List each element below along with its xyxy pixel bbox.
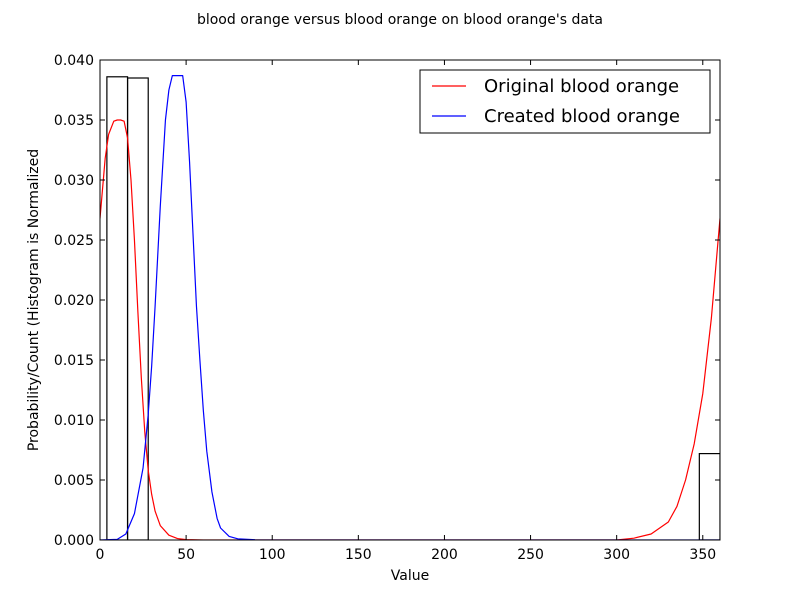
y-tick-label: 0.020 bbox=[54, 293, 94, 309]
y-tick-label: 0.015 bbox=[54, 353, 94, 369]
legend-box bbox=[419, 69, 711, 134]
histogram-bar bbox=[698, 453, 720, 540]
x-tick-label: 300 bbox=[603, 547, 630, 563]
chart-title: blood orange versus blood orange on bloo… bbox=[197, 12, 603, 28]
y-tick-label: 0.005 bbox=[54, 473, 94, 489]
x-tick-label: 200 bbox=[431, 547, 458, 563]
y-tick-label: 0.035 bbox=[54, 113, 94, 129]
y-tick-label: 0.040 bbox=[54, 53, 94, 69]
x-tick-label: 150 bbox=[345, 547, 372, 563]
series-line-created bbox=[100, 74, 720, 540]
y-tick-label: 0.010 bbox=[54, 413, 94, 429]
x-tick-label: 100 bbox=[259, 547, 286, 563]
y-tick-label: 0.000 bbox=[54, 533, 94, 549]
x-axis-label: Value bbox=[391, 568, 429, 584]
plot-area bbox=[100, 74, 720, 540]
y-axis-label: Probability/Count (Histogram is Normaliz… bbox=[26, 149, 42, 451]
series-line-original bbox=[100, 119, 720, 540]
x-tick-label: 350 bbox=[689, 547, 716, 563]
y-tick-label: 0.030 bbox=[54, 173, 94, 189]
histogram-bar bbox=[126, 77, 149, 540]
legend-label-created: Created blood orange bbox=[484, 106, 680, 127]
histogram-bar bbox=[106, 76, 129, 540]
x-tick-label: 50 bbox=[177, 547, 195, 563]
legend: Original blood orange Created blood oran… bbox=[419, 69, 711, 134]
y-tick-label: 0.025 bbox=[54, 233, 94, 249]
axis-ticks: 0 50 100 150 200 250 300 350 0.000 0.005 0.010 0.01… bbox=[54, 53, 720, 563]
legend-label-original: Original blood orange bbox=[484, 76, 679, 97]
x-tick-label: 0 bbox=[96, 547, 105, 563]
x-tick-label: 250 bbox=[517, 547, 544, 563]
